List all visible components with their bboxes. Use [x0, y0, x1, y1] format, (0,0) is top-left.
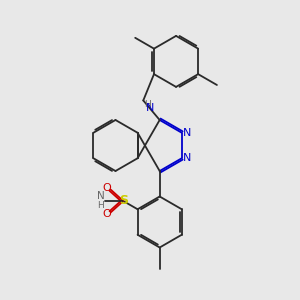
Text: N: N: [146, 103, 154, 113]
Text: N: N: [97, 191, 105, 201]
Text: H: H: [145, 100, 151, 109]
Text: H: H: [98, 201, 104, 210]
Text: S: S: [119, 194, 128, 208]
Text: N: N: [183, 128, 191, 138]
Text: N: N: [183, 153, 191, 163]
Text: O: O: [103, 209, 112, 219]
Text: O: O: [103, 183, 112, 193]
